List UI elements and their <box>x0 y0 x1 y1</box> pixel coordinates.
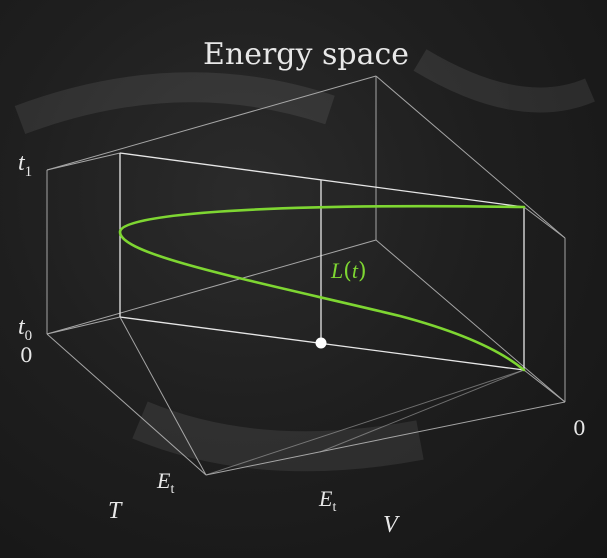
box-back-frame <box>46 75 566 403</box>
time-bottom-label: t0 <box>18 314 32 344</box>
potential-tick-line <box>205 369 525 476</box>
box-edge <box>523 369 566 403</box>
time-top-label: t1 <box>18 150 32 180</box>
box-edge <box>375 239 566 403</box>
chalk-smudges <box>14 49 595 472</box>
potential-tick-label: Et <box>318 486 336 515</box>
guide-line <box>319 369 525 453</box>
current-point <box>315 337 327 349</box>
box-edge <box>375 75 566 239</box>
kinetic-axis-label: T <box>108 498 123 524</box>
lagrangian-curve <box>118 204 526 372</box>
zero-left-label: 0 <box>20 343 33 367</box>
floor-axes <box>46 316 566 476</box>
prism-top-diagonal <box>119 152 525 208</box>
box-edge <box>46 316 121 335</box>
box-edge <box>46 239 377 335</box>
box-edge <box>523 206 566 239</box>
kinetic-tick-label: Et <box>156 468 174 497</box>
box-edge <box>46 152 121 171</box>
potential-axis-label: V <box>383 512 400 538</box>
kinetic-tick-line <box>119 316 207 476</box>
box-edge <box>46 75 377 171</box>
curve-label: L(t) <box>330 258 367 284</box>
diagram-title: Energy space <box>203 37 409 72</box>
potential-axis-line <box>205 401 566 476</box>
kinetic-axis-line <box>46 333 207 476</box>
zero-right-label: 0 <box>573 416 586 440</box>
